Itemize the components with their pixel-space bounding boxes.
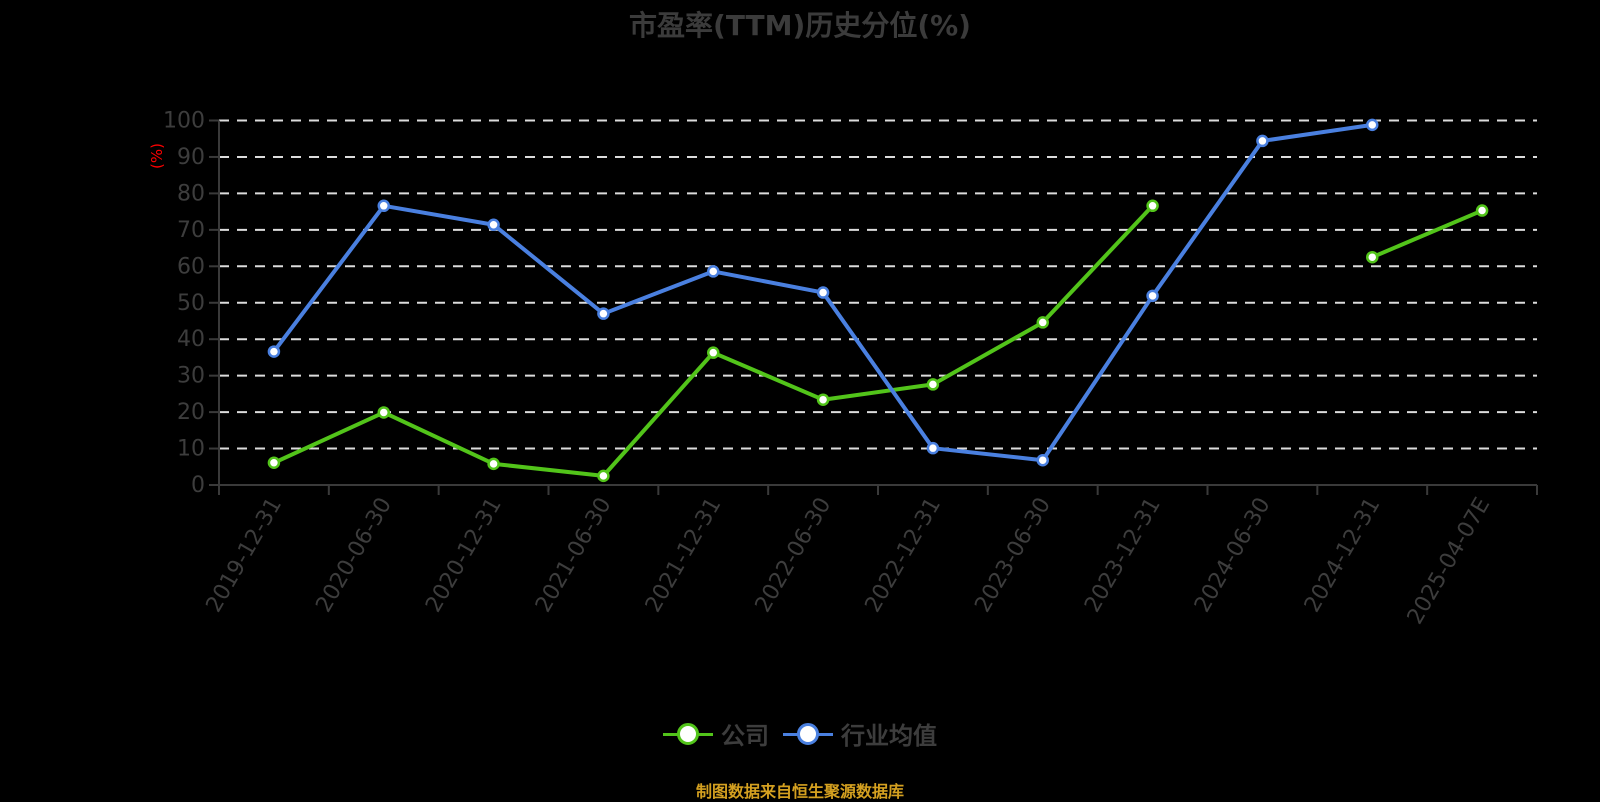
x-tick-label: 2020-12-31 xyxy=(421,494,507,617)
x-tick-label: 2019-12-31 xyxy=(202,494,288,617)
legend-marker-icon xyxy=(783,722,833,746)
data-point[interactable] xyxy=(816,286,830,299)
data-point[interactable] xyxy=(377,199,390,213)
x-tick-label: 2020-06-30 xyxy=(311,494,397,617)
series-line xyxy=(273,204,1155,478)
data-point[interactable] xyxy=(267,456,281,470)
series-line xyxy=(1371,208,1483,260)
data-point[interactable] xyxy=(597,469,610,483)
data-point[interactable] xyxy=(1146,289,1159,303)
x-tick-label: 2025-04-07E xyxy=(1403,494,1496,629)
data-point[interactable] xyxy=(1036,316,1049,329)
data-point[interactable] xyxy=(597,307,610,320)
x-tick-label: 2023-06-30 xyxy=(970,494,1056,617)
series-company xyxy=(267,199,1489,483)
data-point[interactable] xyxy=(707,346,720,359)
data-point[interactable] xyxy=(707,265,720,278)
data-point[interactable] xyxy=(926,441,940,455)
x-tick-label: 2021-12-31 xyxy=(641,494,727,617)
data-point[interactable] xyxy=(487,457,500,471)
data-source-footer: 制图数据来自恒生聚源数据库 xyxy=(695,782,904,801)
data-point[interactable] xyxy=(1036,453,1049,467)
x-tick-label: 2022-06-30 xyxy=(751,494,837,617)
data-point[interactable] xyxy=(487,218,500,231)
data-point[interactable] xyxy=(1475,204,1489,217)
y-tick-label: 70 xyxy=(177,218,205,243)
y-tick-label: 100 xyxy=(163,109,205,134)
gridlines xyxy=(219,119,1537,450)
data-point[interactable] xyxy=(267,345,281,358)
y-tick-label: 50 xyxy=(177,291,205,316)
legend-item-company[interactable]: 公司 xyxy=(663,716,769,751)
series-industry-average xyxy=(267,118,1379,467)
y-tick-label: 90 xyxy=(177,145,205,170)
y-tick-label: 40 xyxy=(177,327,205,352)
y-tick-label: 80 xyxy=(177,181,205,206)
data-point[interactable] xyxy=(1366,250,1379,264)
y-tick-label: 10 xyxy=(177,437,205,462)
legend-circle-icon xyxy=(797,722,819,745)
data-point[interactable] xyxy=(816,393,830,406)
x-tick-label: 2021-06-30 xyxy=(531,494,617,617)
chart-title: 市盈率(TTM)历史分位(%) xyxy=(629,9,971,42)
data-series xyxy=(267,118,1489,483)
legend-circle-icon xyxy=(677,722,699,745)
y-tick-label: 0 xyxy=(191,473,205,498)
axes: 0 10 20 30 40 50 60 70 80 90 100 2019-12-31 2020-06-… xyxy=(163,109,1538,629)
legend: 公司 行业均值 xyxy=(0,716,1600,751)
legend-item-industry-average[interactable]: 行业均值 xyxy=(783,716,937,751)
data-point[interactable] xyxy=(1366,118,1379,132)
x-tick-label: 2022-12-31 xyxy=(861,494,947,617)
legend-marker-icon xyxy=(663,722,713,746)
data-point[interactable] xyxy=(377,406,390,419)
y-tick-label: 60 xyxy=(177,254,205,279)
x-tick-label: 2023-12-31 xyxy=(1080,494,1166,617)
y-tick-label: 30 xyxy=(177,364,205,389)
data-point[interactable] xyxy=(926,378,940,391)
x-tick-label: 2024-12-31 xyxy=(1300,494,1386,617)
data-point[interactable] xyxy=(1146,199,1159,213)
x-tick-label: 2024-06-30 xyxy=(1190,494,1276,617)
y-axis-label: (%) xyxy=(148,143,166,169)
data-point[interactable] xyxy=(1256,134,1269,148)
y-tick-label: 20 xyxy=(177,400,205,425)
legend-label: 公司 xyxy=(721,722,769,750)
legend-label: 行业均值 xyxy=(841,722,937,750)
